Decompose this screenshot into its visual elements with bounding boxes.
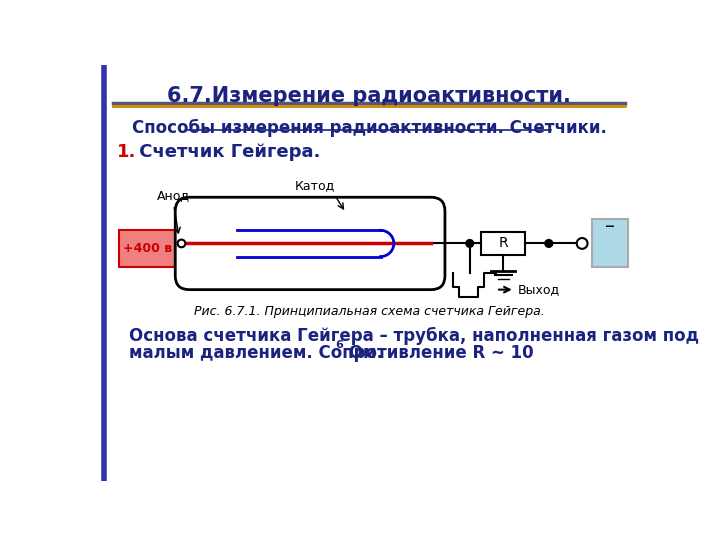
Text: 1.: 1.: [117, 143, 137, 161]
Circle shape: [178, 240, 185, 247]
FancyBboxPatch shape: [593, 219, 628, 267]
Text: +400 в: +400 в: [123, 241, 172, 254]
Text: Катод: Катод: [294, 179, 335, 192]
FancyBboxPatch shape: [120, 230, 175, 267]
FancyBboxPatch shape: [482, 232, 525, 255]
Text: Ом.: Ом.: [343, 343, 382, 362]
Circle shape: [577, 238, 588, 249]
Text: Анод: Анод: [157, 189, 190, 202]
Text: Рис. 6.7.1. Принципиальная схема счетчика Гейгера.: Рис. 6.7.1. Принципиальная схема счетчик…: [194, 305, 544, 318]
Text: Способы измерения радиоактивности. Счетчики.: Способы измерения радиоактивности. Счетч…: [132, 119, 606, 137]
FancyBboxPatch shape: [175, 197, 445, 289]
Text: Выход: Выход: [518, 283, 560, 296]
Circle shape: [545, 240, 553, 247]
Text: R: R: [498, 237, 508, 251]
Text: Основа счетчика Гейгера – трубка, наполненная газом под: Основа счетчика Гейгера – трубка, наполн…: [129, 327, 698, 345]
Text: –: –: [605, 217, 615, 236]
Circle shape: [466, 240, 474, 247]
Text: малым давлением. Сопротивление R ~ 10: малым давлением. Сопротивление R ~ 10: [129, 343, 534, 362]
Text: 6: 6: [335, 340, 343, 350]
Text: 6.7.Измерение радиоактивности.: 6.7.Измерение радиоактивности.: [167, 86, 571, 106]
Text: Счетчик Гейгера.: Счетчик Гейгера.: [132, 143, 320, 161]
